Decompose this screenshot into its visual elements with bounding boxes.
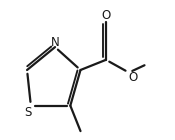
Text: O: O <box>128 71 137 84</box>
Text: O: O <box>101 9 111 22</box>
Text: N: N <box>51 36 60 48</box>
Text: S: S <box>25 106 32 118</box>
